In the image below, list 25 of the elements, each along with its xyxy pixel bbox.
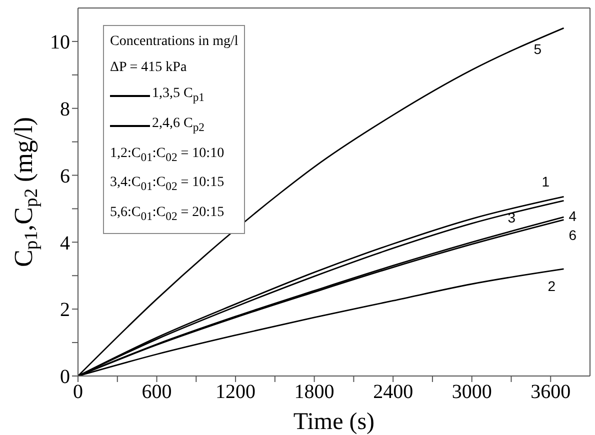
annotation: 1,2:C$_{01}$:C$_{02}$ = 10:10 [110,144,224,166]
x-tick-label: 2400 [373,381,414,404]
x-tick-label: 1200 [216,381,256,404]
series-label: 1 [542,174,550,190]
x-axis-title: Time (s) [293,409,375,435]
x-tick-label: 600 [142,381,172,404]
series-label: 5 [534,41,542,58]
series-label: 2 [548,278,556,294]
y-tick-label: 4 [60,232,70,254]
y-tick-label: 2 [60,299,70,322]
series-label: 6 [568,226,577,243]
x-tick-label: 3600 [530,381,571,404]
x-tick-label: 1800 [294,381,334,404]
y-tick-label: 0 [60,366,70,388]
annotation: ΔP = 415 kPa [110,59,187,77]
annotation: 5,6:C$_{01}$:C$_{02}$ = 20:15 [110,204,224,225]
series-label: 4 [568,208,577,224]
y-tick-label: 8 [60,98,70,120]
x-tick-label: 3000 [452,381,492,404]
annotation: 1,3,5 C$_{p1}$ [152,85,204,106]
annotation: 2,4,6 C$_{p2}$ [152,114,204,136]
y-tick-label: 10 [50,32,70,54]
y-tick-label: 6 [60,165,70,188]
annotation: 3,4:C$_{01}$:C$_{02}$ = 10:15 [110,174,224,196]
annotation: Concentrations in mg/l [110,33,238,51]
